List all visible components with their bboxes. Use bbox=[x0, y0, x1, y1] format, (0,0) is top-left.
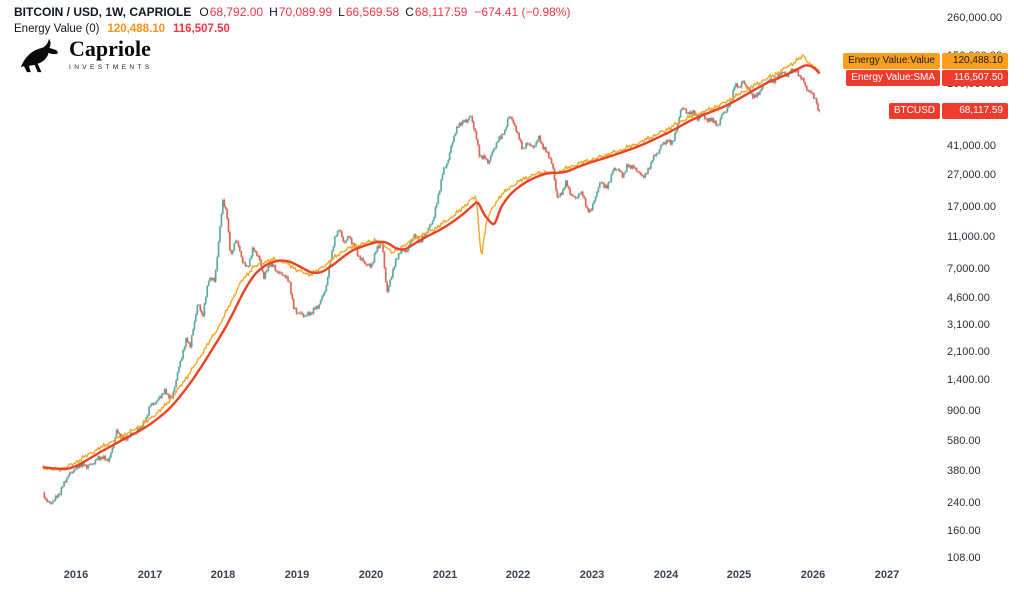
ohlc-value: 68,117.59 bbox=[414, 5, 468, 19]
price-label-energy-value-sma[interactable]: Energy Value:SMA 116,507.50 bbox=[846, 70, 1008, 86]
ohlc-key: H bbox=[269, 5, 278, 19]
price-tick-label: 260,000.00 bbox=[947, 12, 1003, 24]
ohlc-values: O68,792.00 H70,089.99 L66,569.58 C68,117.59 bbox=[199, 5, 473, 19]
price-tick-label: 27,000.00 bbox=[947, 169, 996, 181]
ohlc-value: 70,089.99 bbox=[278, 5, 333, 19]
ohlc-key: C bbox=[405, 5, 414, 19]
price-label-energy-value-value[interactable]: Energy Value:Value 120,488.10 bbox=[843, 53, 1008, 69]
candle-bodies-up bbox=[47, 69, 817, 504]
price-label-name: BTCUSD bbox=[888, 103, 940, 119]
price-tick-label: 2,100.00 bbox=[947, 346, 990, 358]
horse-icon bbox=[20, 38, 58, 73]
price-tick-label: 1,400.00 bbox=[947, 374, 990, 386]
energy-value-line bbox=[42, 54, 821, 473]
capriole-logo: Capriole INVESTMENTS bbox=[16, 33, 153, 75]
logo-text: Capriole INVESTMENTS bbox=[69, 35, 153, 71]
ohlc-key: O bbox=[199, 5, 209, 19]
price-tick-label: 17,000.00 bbox=[947, 201, 996, 213]
price-axis[interactable]: 260,000.00150,000.00100,000.0041,000.002… bbox=[938, 0, 1024, 592]
price-tick-label: 580.00 bbox=[947, 435, 981, 447]
ohlc-value: 68,792.00 bbox=[209, 5, 264, 19]
price-tick-label: 3,100.00 bbox=[947, 319, 990, 331]
change-value: −674.41 (−0.98%) bbox=[474, 5, 571, 19]
candle-wicks-down bbox=[43, 67, 820, 506]
price-tick-label: 4,600.00 bbox=[947, 292, 990, 304]
indicator-title[interactable]: Energy Value (0) bbox=[14, 23, 100, 35]
price-tick-label: 7,000.00 bbox=[947, 263, 990, 275]
price-tick-label: 240.00 bbox=[947, 497, 981, 509]
price-tick-label: 900.00 bbox=[947, 405, 981, 417]
energy-sma-line bbox=[42, 64, 821, 471]
price-tick-label: 41,000.00 bbox=[947, 140, 996, 152]
indicator-row: Energy Value (0) 120,488.10 116,507.50 bbox=[14, 23, 570, 35]
price-label-name: Energy Value:SMA bbox=[846, 70, 940, 86]
price-tick-label: 108.00 bbox=[947, 552, 981, 564]
price-label-btcusd[interactable]: BTCUSD 68,117.59 bbox=[888, 103, 1008, 119]
price-label-value: 68,117.59 bbox=[942, 103, 1008, 119]
candle-bodies-down bbox=[43, 69, 821, 504]
ohlc-value: 66,569.58 bbox=[345, 5, 400, 19]
price-tick-label: 11,000.00 bbox=[947, 231, 996, 243]
logo-subtitle: INVESTMENTS bbox=[69, 63, 153, 71]
chart-header: BITCOIN / USD, 1W, CAPRIOLE O68,792.00 H7… bbox=[14, 5, 570, 35]
ohlc-key: L bbox=[338, 5, 345, 19]
price-label-value: 116,507.50 bbox=[942, 70, 1008, 86]
price-label-name: Energy Value:Value bbox=[843, 53, 940, 69]
price-tick-label: 380.00 bbox=[947, 465, 981, 477]
indicator-energy-value: 120,488.10 bbox=[107, 23, 166, 35]
price-tick-label: 160.00 bbox=[947, 525, 981, 537]
logo-name: Capriole bbox=[69, 35, 151, 61]
price-label-value: 120,488.10 bbox=[942, 53, 1008, 69]
indicator-sma-value: 116,507.50 bbox=[173, 23, 230, 35]
symbol-row: BITCOIN / USD, 1W, CAPRIOLE O68,792.00 H7… bbox=[14, 5, 570, 19]
symbol-title[interactable]: BITCOIN / USD, 1W, CAPRIOLE bbox=[14, 5, 192, 19]
candle-wicks-up bbox=[48, 67, 816, 505]
